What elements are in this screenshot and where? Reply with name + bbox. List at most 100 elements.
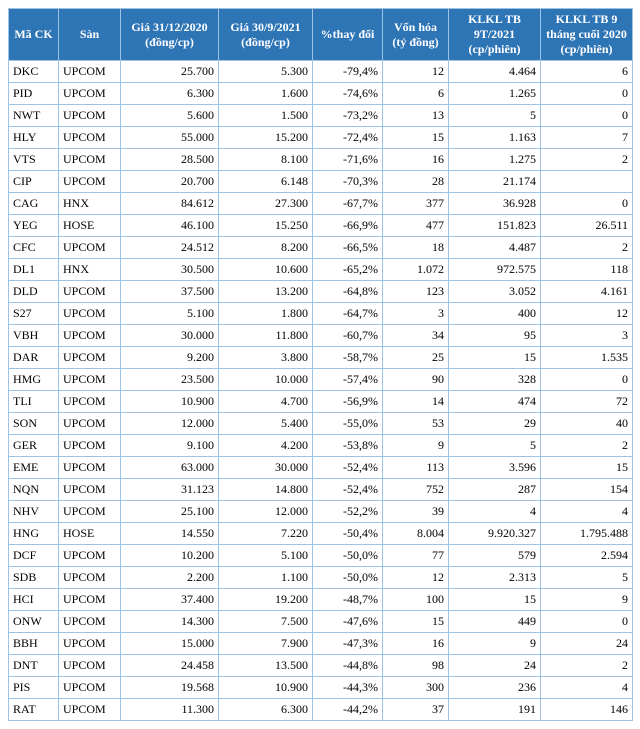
- cell-vh: 113: [383, 457, 449, 479]
- cell-vh: 377: [383, 193, 449, 215]
- cell-ma: PID: [9, 83, 59, 105]
- cell-k2: 72: [541, 391, 633, 413]
- cell-san: UPCOM: [59, 545, 121, 567]
- cell-k1: 5: [449, 105, 541, 127]
- cell-k1: 3.052: [449, 281, 541, 303]
- table-row: DCFUPCOM10.2005.100-50,0%775792.594: [9, 545, 633, 567]
- cell-k2: 2.594: [541, 545, 633, 567]
- cell-k1: 1.265: [449, 83, 541, 105]
- cell-k1: 328: [449, 369, 541, 391]
- cell-san: UPCOM: [59, 457, 121, 479]
- cell-vh: 15: [383, 127, 449, 149]
- col-ma: Mã CK: [9, 9, 59, 61]
- cell-ma: NWT: [9, 105, 59, 127]
- cell-ma: DAR: [9, 347, 59, 369]
- table-row: NWTUPCOM5.6001.500-73,2%1350: [9, 105, 633, 127]
- cell-k2: 40: [541, 413, 633, 435]
- cell-san: UPCOM: [59, 633, 121, 655]
- table-row: EMEUPCOM63.00030.000-52,4%1133.59615: [9, 457, 633, 479]
- cell-pct: -65,2%: [313, 259, 383, 281]
- cell-k2: 118: [541, 259, 633, 281]
- table-row: HLYUPCOM55.00015.200-72,4%151.1637: [9, 127, 633, 149]
- cell-g1: 5.600: [121, 105, 219, 127]
- table-row: S27UPCOM5.1001.800-64,7%340012: [9, 303, 633, 325]
- cell-k2: 1.535: [541, 347, 633, 369]
- cell-ma: BBH: [9, 633, 59, 655]
- cell-k1: 3.596: [449, 457, 541, 479]
- cell-k2: 5: [541, 567, 633, 589]
- cell-g2: 4.700: [219, 391, 313, 413]
- cell-pct: -50,0%: [313, 545, 383, 567]
- col-k1: KLKL TB 9T/2021 (cp/phiên): [449, 9, 541, 61]
- cell-vh: 98: [383, 655, 449, 677]
- cell-pct: -73,2%: [313, 105, 383, 127]
- cell-g2: 7.900: [219, 633, 313, 655]
- table-row: DL1HNX30.50010.600-65,2%1.072972.575118: [9, 259, 633, 281]
- table-row: DKCUPCOM25.7005.300-79,4%124.4646: [9, 61, 633, 83]
- cell-vh: 53: [383, 413, 449, 435]
- table-row: VTSUPCOM28.5008.100-71,6%161.2752: [9, 149, 633, 171]
- cell-g2: 10.000: [219, 369, 313, 391]
- cell-k1: 9.920.327: [449, 523, 541, 545]
- cell-k1: 9: [449, 633, 541, 655]
- cell-pct: -56,9%: [313, 391, 383, 413]
- cell-g1: 37.500: [121, 281, 219, 303]
- cell-g1: 23.500: [121, 369, 219, 391]
- cell-ma: SON: [9, 413, 59, 435]
- cell-vh: 1.072: [383, 259, 449, 281]
- table-row: CFCUPCOM24.5128.200-66,5%184.4872: [9, 237, 633, 259]
- cell-pct: -64,7%: [313, 303, 383, 325]
- cell-vh: 28: [383, 171, 449, 193]
- cell-pct: -47,6%: [313, 611, 383, 633]
- cell-k2: 1.795.488: [541, 523, 633, 545]
- cell-san: UPCOM: [59, 567, 121, 589]
- cell-vh: 12: [383, 61, 449, 83]
- cell-g2: 15.250: [219, 215, 313, 237]
- cell-k1: 579: [449, 545, 541, 567]
- table-row: HMGUPCOM23.50010.000-57,4%903280: [9, 369, 633, 391]
- cell-pct: -60,7%: [313, 325, 383, 347]
- cell-k2: 3: [541, 325, 633, 347]
- cell-k1: 95: [449, 325, 541, 347]
- cell-ma: PIS: [9, 677, 59, 699]
- col-g2: Giá 30/9/2021 (đồng/cp): [219, 9, 313, 61]
- cell-k1: 15: [449, 347, 541, 369]
- cell-pct: -67,7%: [313, 193, 383, 215]
- cell-san: HNX: [59, 259, 121, 281]
- cell-vh: 477: [383, 215, 449, 237]
- cell-ma: YEG: [9, 215, 59, 237]
- col-k2: KLKL TB 9 tháng cuối 2020 (cp/phiên): [541, 9, 633, 61]
- cell-k1: 474: [449, 391, 541, 413]
- cell-g2: 4.200: [219, 435, 313, 457]
- cell-san: UPCOM: [59, 435, 121, 457]
- cell-g2: 19.200: [219, 589, 313, 611]
- cell-pct: -58,7%: [313, 347, 383, 369]
- cell-ma: DKC: [9, 61, 59, 83]
- table-row: HNGHOSE14.5507.220-50,4%8.0049.920.3271.…: [9, 523, 633, 545]
- cell-g1: 24.458: [121, 655, 219, 677]
- table-row: DARUPCOM9.2003.800-58,7%25151.535: [9, 347, 633, 369]
- cell-k2: 15: [541, 457, 633, 479]
- cell-k1: 4: [449, 501, 541, 523]
- cell-k1: 4.464: [449, 61, 541, 83]
- cell-g1: 9.200: [121, 347, 219, 369]
- table-row: SONUPCOM12.0005.400-55,0%532940: [9, 413, 633, 435]
- cell-g2: 10.600: [219, 259, 313, 281]
- cell-k2: 7: [541, 127, 633, 149]
- cell-g2: 27.300: [219, 193, 313, 215]
- cell-g2: 5.300: [219, 61, 313, 83]
- cell-pct: -57,4%: [313, 369, 383, 391]
- cell-vh: 752: [383, 479, 449, 501]
- cell-k2: 2: [541, 149, 633, 171]
- cell-g1: 10.900: [121, 391, 219, 413]
- cell-k1: 236: [449, 677, 541, 699]
- table-row: CIPUPCOM20.7006.148-70,3%2821.174: [9, 171, 633, 193]
- cell-k1: 24: [449, 655, 541, 677]
- cell-san: UPCOM: [59, 413, 121, 435]
- cell-ma: DLD: [9, 281, 59, 303]
- cell-g2: 1.100: [219, 567, 313, 589]
- cell-ma: EME: [9, 457, 59, 479]
- cell-g2: 11.800: [219, 325, 313, 347]
- col-pct: %thay đổi: [313, 9, 383, 61]
- cell-k2: 2: [541, 655, 633, 677]
